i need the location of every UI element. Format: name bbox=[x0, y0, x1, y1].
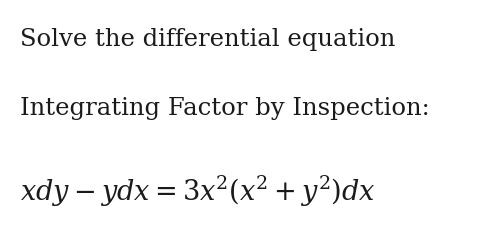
Text: Solve the differential equation: Solve the differential equation bbox=[20, 28, 395, 51]
Text: $xdy - ydx = 3x^{2}(x^{2} + y^{2})dx$: $xdy - ydx = 3x^{2}(x^{2} + y^{2})dx$ bbox=[20, 174, 375, 209]
Text: Integrating Factor by Inspection:: Integrating Factor by Inspection: bbox=[20, 97, 429, 120]
